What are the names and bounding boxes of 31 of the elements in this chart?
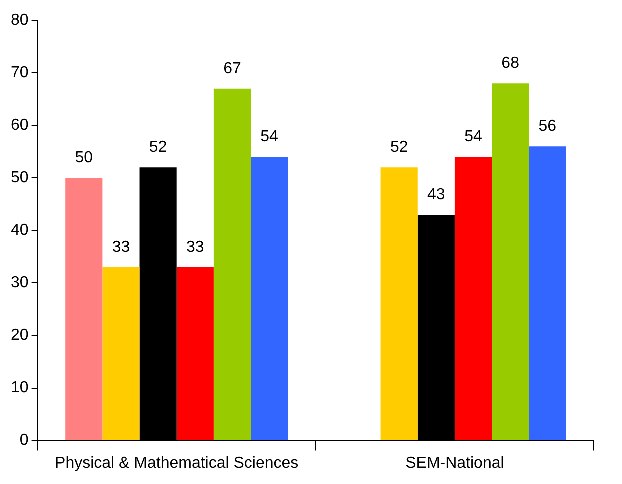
bar xyxy=(176,267,214,440)
y-tick-label: 0 xyxy=(20,432,29,450)
data-label: 56 xyxy=(538,118,557,136)
y-tick-label: 10 xyxy=(11,380,29,397)
bar xyxy=(380,168,418,440)
data-label: 33 xyxy=(112,238,130,256)
data-label: 33 xyxy=(186,238,204,256)
x-tick-label: SEM-National xyxy=(406,454,504,472)
bar xyxy=(214,88,252,440)
data-label: 54 xyxy=(464,128,482,146)
y-tick-label: 30 xyxy=(11,274,29,292)
bar xyxy=(529,146,566,440)
data-label: 68 xyxy=(502,55,520,72)
y-tick-label: 60 xyxy=(11,117,29,134)
bar xyxy=(251,157,288,440)
x-tick-label: Physical & Mathematical Sciences xyxy=(55,454,299,472)
data-label: 52 xyxy=(390,139,408,156)
data-label: 52 xyxy=(149,139,168,156)
data-label: 50 xyxy=(75,150,94,167)
bar xyxy=(102,267,140,440)
y-tick-label: 80 xyxy=(11,12,29,30)
data-label: 67 xyxy=(224,60,242,78)
bar xyxy=(66,178,103,440)
y-tick-label: 20 xyxy=(11,327,29,344)
data-label: 43 xyxy=(428,186,446,204)
bar xyxy=(492,84,530,440)
data-label: 54 xyxy=(260,128,279,146)
y-tick-label: 70 xyxy=(11,64,29,82)
bar xyxy=(454,157,492,440)
y-tick-label: 50 xyxy=(11,170,29,187)
y-tick-label: 40 xyxy=(11,222,29,240)
